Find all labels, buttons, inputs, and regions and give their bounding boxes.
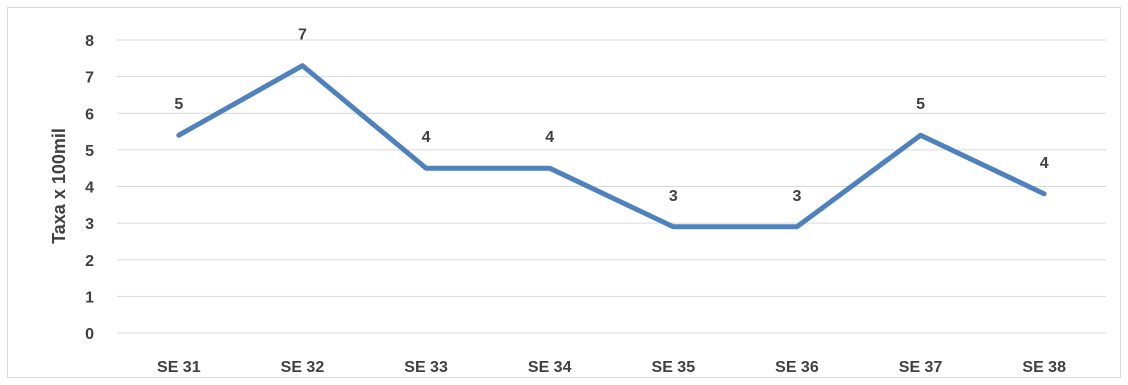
y-axis-ticks: 0 1 2 3 4 5 6 7 8 <box>85 33 94 343</box>
data-label: 3 <box>792 188 801 205</box>
gridlines <box>117 39 1106 334</box>
x-tick-label: SE 35 <box>652 359 696 376</box>
y-tick-label: 3 <box>85 216 94 233</box>
data-labels: 5 7 4 4 3 3 5 4 <box>174 27 1048 205</box>
chart-frame <box>7 7 1121 378</box>
series-line <box>176 63 1047 230</box>
x-tick-label: SE 31 <box>157 359 201 376</box>
y-tick-label: 0 <box>85 326 94 343</box>
y-tick-label: 7 <box>85 70 94 87</box>
series-polyline <box>176 63 1047 230</box>
data-label: 4 <box>422 129 431 146</box>
data-label: 4 <box>1040 155 1049 172</box>
data-label: 5 <box>916 96 925 113</box>
y-tick-label: 4 <box>85 180 94 197</box>
x-tick-label: SE 33 <box>404 359 448 376</box>
data-label: 4 <box>545 129 554 146</box>
data-label: 3 <box>669 188 678 205</box>
x-tick-label: SE 38 <box>1022 359 1066 376</box>
x-tick-label: SE 36 <box>775 359 819 376</box>
data-label: 7 <box>298 27 307 44</box>
data-label: 5 <box>174 96 183 113</box>
y-axis-title: Taxa x 100mil <box>49 128 69 244</box>
x-tick-label: SE 34 <box>528 359 572 376</box>
y-tick-label: 6 <box>85 106 94 123</box>
y-tick-label: 1 <box>85 289 94 306</box>
x-tick-label: SE 32 <box>281 359 325 376</box>
y-tick-label: 5 <box>85 143 94 160</box>
y-tick-label: 2 <box>85 253 94 270</box>
x-tick-label: SE 37 <box>899 359 943 376</box>
x-axis-ticks: SE 31 SE 32 SE 33 SE 34 SE 35 SE 36 SE 37 SE 38 <box>157 359 1066 376</box>
y-tick-label: 8 <box>85 33 94 50</box>
